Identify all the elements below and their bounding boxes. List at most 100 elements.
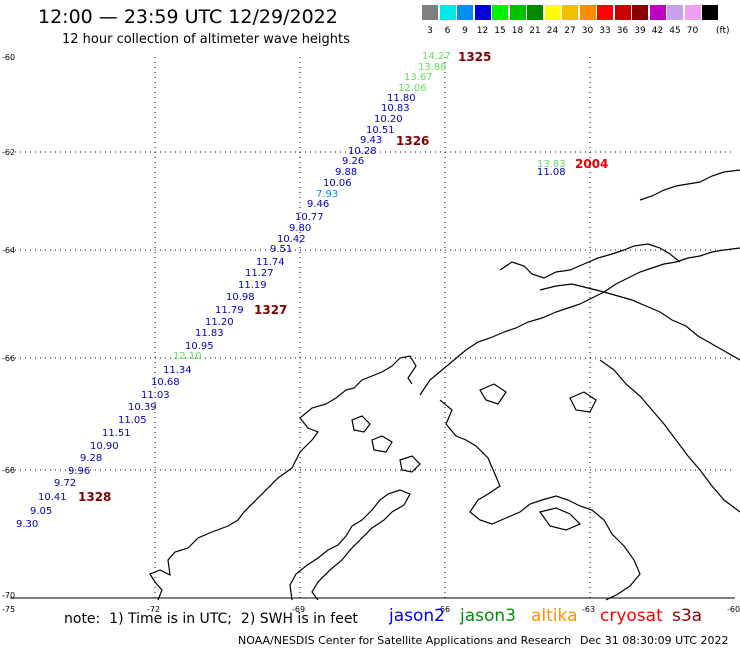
legend-label: 12 [476, 26, 489, 36]
swh-observation: 10.98 [226, 292, 255, 303]
legend-swatch [632, 5, 648, 20]
mission-jason3: jason3 [460, 606, 516, 626]
coastline-peninsula-east [419, 247, 740, 396]
coastline-alexander-island [289, 489, 411, 601]
legend-swatch [667, 5, 683, 20]
legend-swatch [509, 5, 526, 20]
legend-label: 6 [444, 26, 451, 36]
swh-observation: 10.77 [295, 212, 324, 223]
swh-observation: 9.46 [307, 199, 329, 210]
swh-observation: 11.05 [118, 415, 147, 426]
legend-label: 45 [669, 26, 681, 36]
legend-swatch [702, 5, 718, 20]
legend-swatch [562, 5, 578, 20]
legend-swatch [684, 5, 701, 20]
lat-lon-grid [10, 57, 735, 599]
coastline-inland [439, 399, 641, 601]
swh-observation: 11.27 [245, 268, 274, 279]
legend-label: 21 [529, 26, 541, 36]
pass-time-tag: 1326 [396, 134, 429, 148]
legend-label: 36 [616, 26, 629, 36]
swh-observation: 11.34 [163, 365, 192, 376]
generation-timestamp: Dec 31 08:30:09 UTC 2022 [580, 634, 729, 647]
coastline-islands-north [499, 243, 681, 279]
coastline [149, 169, 740, 601]
legend-label: 33 [599, 26, 611, 36]
axis-labels: -60 -62 -64 -66 -68 -70 -75 -72 -69 -66 -63 -60 [2, 53, 740, 614]
swh-observation: 9.88 [335, 167, 357, 178]
lat-label: -62 [2, 148, 15, 157]
swh-observation: 11.80 [387, 93, 416, 104]
swh-observation: 10.20 [374, 114, 403, 125]
lon-label: -69 [292, 605, 305, 614]
swh-observation: 9.30 [16, 519, 38, 530]
legend-label: 9 [462, 26, 468, 36]
swh-observation: 9.26 [342, 156, 364, 167]
credit-line: NOAA/NESDIS Center for Satellite Applica… [238, 634, 572, 647]
swh-observation: 10.42 [277, 234, 306, 245]
swh-observation-secondary: 11.08 [537, 167, 566, 178]
legend-label: 15 [494, 26, 506, 36]
swh-observation: 12.10 [173, 351, 202, 362]
legend-unit: (ft) [716, 26, 730, 36]
legend-label: 24 [546, 26, 559, 36]
lon-label: -66 [437, 605, 450, 614]
swh-observation: 11.51 [102, 428, 131, 439]
lon-label: -72 [147, 605, 160, 614]
swh-observation: 10.39 [128, 402, 157, 413]
swh-observation: 9.51 [270, 244, 292, 255]
swh-observation: 9.43 [360, 135, 382, 146]
coastline-east-lower [599, 359, 740, 513]
legend-label: 30 [581, 26, 594, 36]
swh-observation: 9.80 [289, 223, 311, 234]
swh-observation: 11.74 [256, 257, 285, 268]
swh-observation: 14.27 [422, 51, 451, 62]
swh-observation: 13.67 [404, 72, 433, 83]
legend-swatch [422, 5, 438, 20]
legend-swatch [474, 5, 491, 20]
legend-swatch [457, 5, 473, 20]
pass-time-tag: 1327 [254, 303, 287, 317]
lon-label: -60 [727, 605, 740, 614]
coastline-peninsula-west [149, 355, 417, 601]
mission-s3a: s3a [672, 606, 703, 626]
footer-note: note: 1) Time is in UTC; 2) SWH is in fe… [64, 611, 358, 627]
lon-label: -63 [582, 605, 595, 614]
time-tags: 1325 1326 1327 1328 2004 [78, 50, 608, 504]
lat-label: -66 [2, 354, 15, 363]
coastline-islands-mid [539, 283, 740, 361]
swh-observation: 10.68 [151, 377, 180, 388]
lat-label: -60 [2, 53, 15, 62]
swh-observation: 9.72 [54, 478, 76, 489]
swh-observation: 10.06 [323, 178, 352, 189]
swh-observation: 10.95 [185, 341, 214, 352]
mission-jason2: jason2 [389, 606, 445, 626]
swh-observation: 11.79 [215, 305, 244, 316]
legend-label: 18 [511, 26, 524, 36]
legend-swatch [527, 5, 543, 20]
legend-swatch [597, 5, 613, 20]
lon-label: -75 [2, 605, 15, 614]
map-subtitle: 12 hour collection of altimeter wave hei… [62, 32, 350, 47]
swh-observation: 10.28 [348, 146, 377, 157]
swh-observation: 10.83 [381, 103, 410, 114]
swh-observation: 10.51 [366, 125, 395, 136]
legend-swatch [579, 5, 596, 20]
swh-observation: 13.88 [418, 62, 447, 73]
coastline-island-small-5 [569, 391, 597, 413]
legend-label: 42 [651, 26, 664, 36]
observation-labels: 14.2713.8813.6712.0611.8010.8310.2010.51… [16, 51, 566, 530]
legend-label: 27 [564, 26, 576, 36]
swh-observation: 11.83 [195, 328, 224, 339]
lat-label: -68 [2, 466, 15, 475]
pass-time-tag: 1328 [78, 490, 111, 504]
coastline-east-edge [639, 169, 740, 201]
coastline-island-small-3 [399, 455, 421, 473]
legend-label: 70 [686, 26, 699, 36]
pass-time-tag: 1325 [458, 50, 491, 64]
swh-observation: 10.90 [90, 441, 119, 452]
swh-observation: 9.05 [30, 506, 52, 517]
lat-label: -64 [2, 246, 15, 255]
pass-time-tag: 2004 [575, 157, 608, 171]
